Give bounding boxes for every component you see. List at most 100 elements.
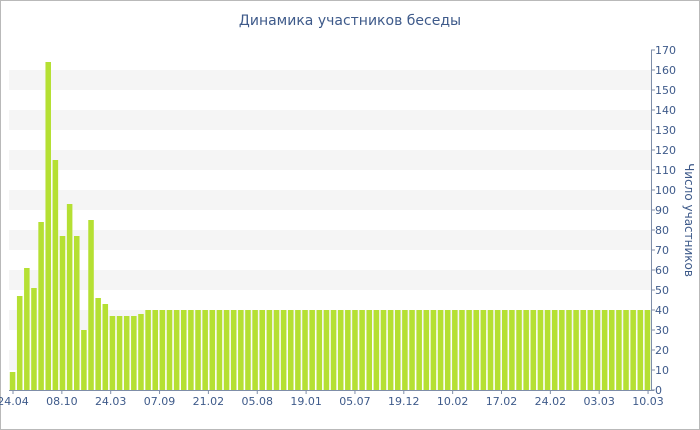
bar (623, 310, 629, 390)
bar (359, 310, 365, 390)
x-tick-label: 08.10 (46, 395, 78, 408)
bar (230, 310, 237, 390)
x-tick-label: 10.02 (437, 395, 469, 408)
chart-title: Динамика участников беседы (238, 13, 462, 29)
bar (337, 310, 344, 390)
y-tick-label: 80 (655, 224, 669, 237)
bar (88, 220, 94, 390)
bar (145, 310, 151, 390)
bar (573, 310, 579, 390)
bar (38, 222, 44, 390)
bar (123, 316, 130, 390)
bar (352, 310, 358, 390)
y-tick-label: 10 (655, 364, 669, 377)
bar (544, 310, 551, 390)
y-tick-label: 160 (655, 64, 676, 77)
bar (459, 310, 465, 390)
bar (509, 310, 515, 390)
bar (566, 310, 572, 390)
x-tick-label: 05.07 (339, 395, 371, 408)
y-tick-label: 90 (655, 204, 669, 217)
bar (52, 160, 59, 390)
bar (45, 62, 51, 390)
bar (366, 310, 372, 390)
bar (559, 310, 565, 390)
bar (266, 310, 273, 390)
bar (223, 310, 230, 390)
bar (31, 288, 37, 390)
y-tick-label: 40 (655, 304, 669, 317)
y-tick-label: 60 (655, 264, 669, 277)
bar (166, 310, 173, 390)
bar (138, 314, 144, 390)
bar (437, 310, 444, 390)
bar (302, 310, 308, 390)
y-tick-labels: 0 10 20 30 40 50 60 70 80 90 100 110 120 130 140 150 160… (651, 44, 676, 397)
y-axis-label: Число участников (682, 163, 696, 277)
bar (480, 310, 487, 390)
bar (473, 310, 479, 390)
bar (609, 310, 615, 390)
bar (630, 310, 636, 390)
y-tick-label: 0 (655, 384, 662, 397)
y-tick-label: 70 (655, 244, 669, 257)
grid-band (9, 110, 651, 130)
bar (280, 310, 287, 390)
bar (288, 310, 294, 390)
bar (152, 310, 158, 390)
bar (644, 310, 651, 390)
grid-band (9, 70, 651, 90)
bar (202, 310, 208, 390)
bar (330, 310, 337, 390)
bar (587, 310, 594, 390)
bar (273, 310, 280, 390)
grid-band (9, 230, 651, 250)
bar (444, 310, 451, 390)
bar (395, 310, 401, 390)
x-tick-label: 17.02 (486, 395, 518, 408)
bar (216, 310, 223, 390)
bar (452, 310, 458, 390)
bar (24, 268, 30, 390)
bar (181, 310, 187, 390)
y-tick-label: 140 (655, 104, 676, 117)
bar (159, 310, 166, 390)
x-tick-label: 24.04 (0, 395, 29, 408)
bar (66, 204, 73, 390)
bar (345, 310, 351, 390)
bar (594, 310, 601, 390)
bar (74, 236, 80, 390)
bar (188, 310, 194, 390)
bar (95, 298, 101, 390)
y-tick-label: 120 (655, 144, 676, 157)
grid-band (9, 150, 651, 170)
bar (516, 310, 522, 390)
bar (601, 310, 608, 390)
y-tick-label: 110 (655, 164, 676, 177)
bar (380, 310, 387, 390)
bar (523, 310, 529, 390)
x-tick-label: 05.08 (242, 395, 274, 408)
axes (9, 50, 654, 391)
bar (295, 310, 301, 390)
bars (9, 62, 651, 390)
y-tick-label: 20 (655, 344, 669, 357)
y-tick-label: 30 (655, 324, 669, 337)
y-tick-label: 150 (655, 84, 676, 97)
bar (16, 296, 23, 390)
bar (537, 310, 544, 390)
bar (131, 316, 137, 390)
x-tick-label: 24.02 (535, 395, 567, 408)
bar (81, 330, 87, 390)
bar (409, 310, 415, 390)
x-tick-label: 10.03 (632, 395, 664, 408)
x-tick-label: 03.03 (583, 395, 615, 408)
bar (209, 310, 216, 390)
bar (416, 310, 422, 390)
bar (259, 310, 265, 390)
bar (373, 310, 380, 390)
x-tick-labels: 24.04 08.10 24.03 07.09 21.02 05.08 19.01 05.07… (0, 390, 664, 408)
bar (195, 310, 201, 390)
bar (402, 310, 408, 390)
